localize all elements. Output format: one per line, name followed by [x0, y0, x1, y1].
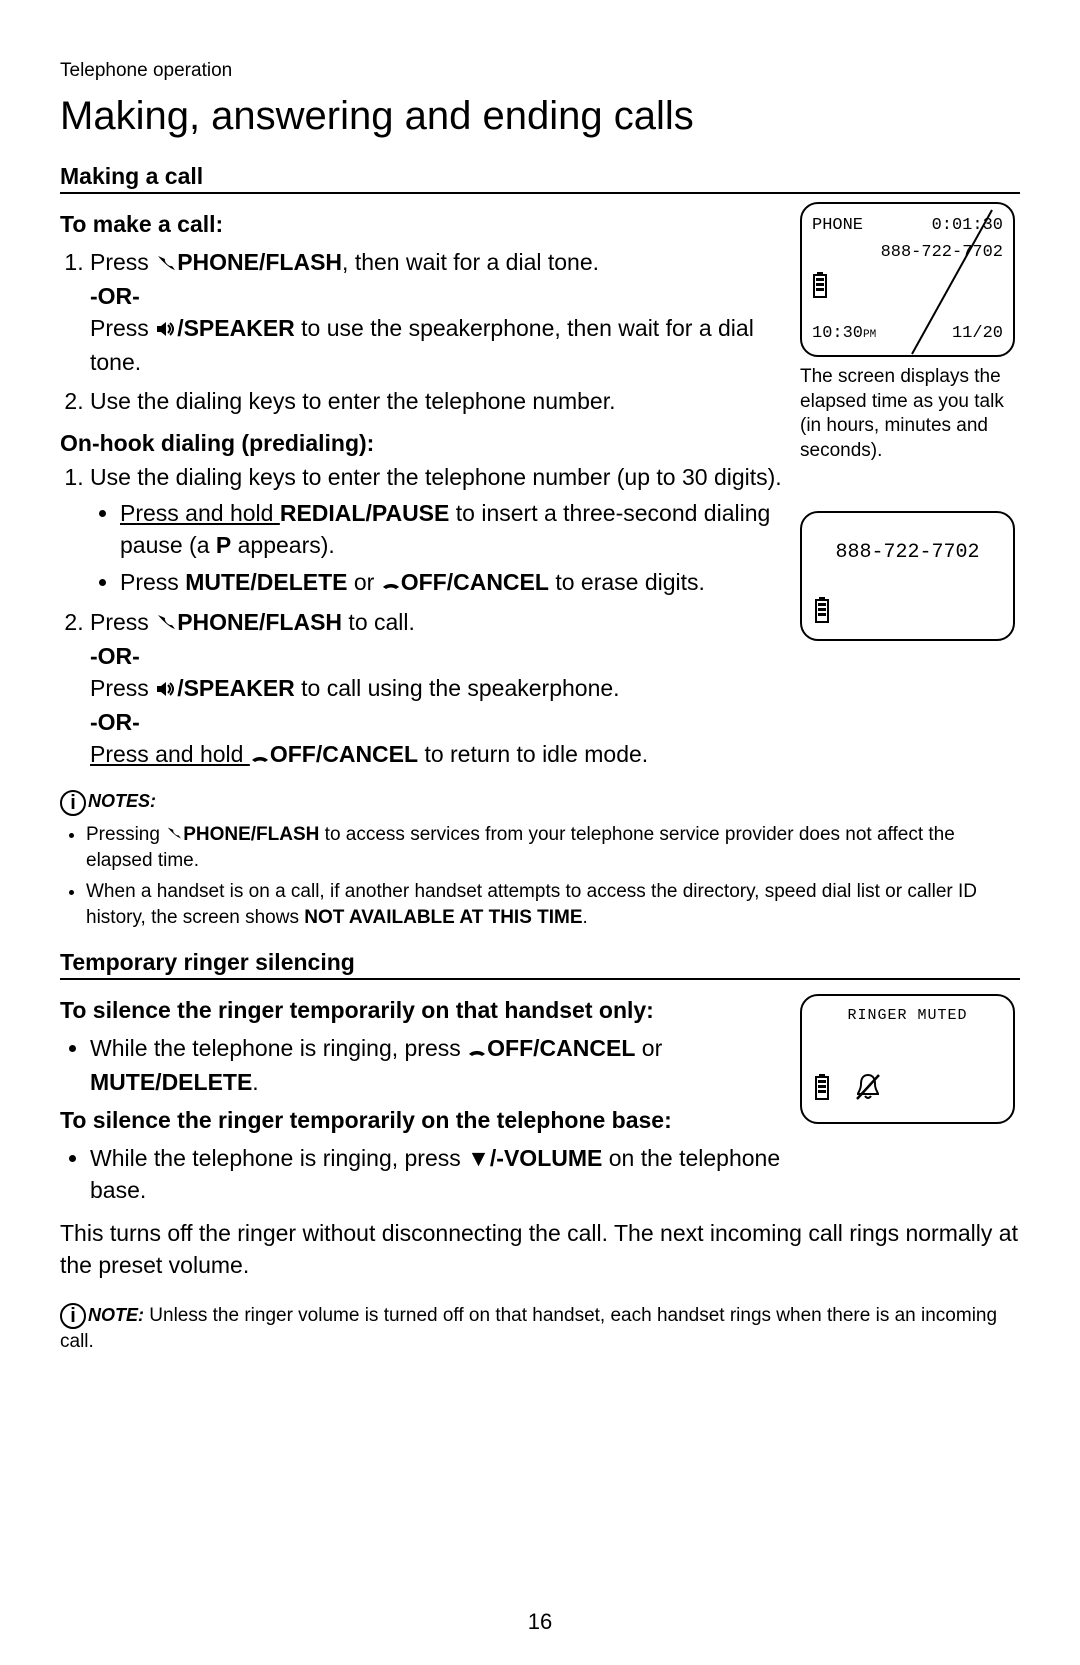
lcd-number: 888-722-7702 — [812, 537, 1003, 569]
lcd-screen-call: PHONE 0:01:30 888-722-7702 10:30PM 11/20 — [800, 202, 1015, 357]
text: Press — [90, 609, 155, 635]
ringer-bullet-1: While the telephone is ringing, press OF… — [90, 1032, 782, 1098]
ringer-paragraph: This turns off the ringer without discon… — [60, 1217, 1020, 1281]
phone-flash-key: PHONE/FLASH — [183, 824, 319, 845]
text: or — [635, 1035, 662, 1061]
text: appears). — [231, 532, 335, 558]
volume-down-key: ▼/-VOLUME — [467, 1145, 602, 1171]
predial-bullet-1: Press and hold REDIAL/PAUSE to insert a … — [120, 497, 782, 561]
section-ringer-silencing: Temporary ringer silencing — [60, 949, 1020, 980]
note-2: When a handset is on a call, if another … — [86, 879, 1020, 930]
lcd-phone-label: PHONE — [812, 212, 863, 239]
lcd-number: 888-722-7702 — [812, 239, 1003, 266]
lcd-screen-predial: 888-722-7702 — [800, 511, 1015, 641]
off-cancel-key: OFF/CANCEL — [487, 1035, 635, 1061]
info-icon: i — [60, 790, 86, 816]
text: Press — [90, 675, 155, 701]
text: to return to idle mode. — [418, 741, 648, 767]
off-cancel-key: OFF/CANCEL — [401, 569, 549, 595]
notes-label: NOTES: — [88, 791, 156, 811]
text: to call using the speakerphone. — [295, 675, 620, 701]
lcd-ringer-muted: RINGER MUTED — [812, 1004, 1003, 1028]
off-icon — [381, 567, 401, 599]
or-label: -OR- — [90, 283, 140, 309]
battery-icon — [812, 272, 828, 298]
phone-icon — [155, 248, 177, 280]
section-making-call: Making a call — [60, 163, 1020, 194]
speaker-icon — [155, 314, 177, 346]
bell-off-icon — [854, 1072, 882, 1102]
text: While the telephone is ringing, press — [90, 1035, 467, 1061]
text: Press and hold — [120, 500, 280, 526]
text: to erase digits. — [549, 569, 705, 595]
off-cancel-key: OFF/CANCEL — [270, 741, 418, 767]
phone-flash-key: PHONE/FLASH — [177, 609, 342, 635]
text: Press and hold — [90, 741, 250, 767]
or-label: -OR- — [90, 709, 140, 735]
page-title: Making, answering and ending calls — [60, 94, 1020, 139]
silence-handset: To silence the ringer temporarily on tha… — [60, 994, 782, 1026]
off-icon — [250, 740, 270, 772]
phone-icon — [165, 822, 183, 848]
note-1: Pressing PHONE/FLASH to access services … — [86, 822, 1020, 873]
off-icon — [467, 1034, 487, 1066]
text: Press — [90, 249, 155, 275]
text: . — [583, 907, 588, 928]
mute-delete-key: MUTE/DELETE — [185, 569, 347, 595]
silence-base: To silence the ringer temporarily on the… — [60, 1104, 782, 1136]
predial-step-2: Press PHONE/FLASH to call. -OR- Press /S… — [90, 606, 782, 772]
text: to call. — [342, 609, 415, 635]
note-body: Unless the ringer volume is turned off o… — [60, 1305, 997, 1352]
battery-icon — [814, 1074, 830, 1100]
lcd-screen-ringer: RINGER MUTED — [800, 994, 1015, 1124]
speaker-icon — [155, 674, 177, 706]
text: . — [252, 1069, 258, 1095]
p-letter: P — [216, 532, 231, 558]
text: or — [347, 569, 380, 595]
page-number: 16 — [0, 1609, 1080, 1635]
or-label: -OR- — [90, 643, 140, 669]
text: Use the dialing keys to enter the teleph… — [90, 464, 782, 490]
on-hook-dialing: On-hook dialing (predialing): — [60, 427, 782, 459]
phone-icon — [155, 607, 177, 639]
speaker-key: /SPEAKER — [177, 315, 295, 341]
to-make-a-call: To make a call: — [60, 208, 782, 240]
lcd-caption: The screen displays the elapsed time as … — [800, 365, 1020, 464]
mute-delete-key: MUTE/DELETE — [90, 1069, 252, 1095]
lcd-time: 10:30PM — [812, 320, 876, 347]
text: Press — [120, 569, 185, 595]
breadcrumb: Telephone operation — [60, 60, 1020, 82]
speaker-key: /SPEAKER — [177, 675, 295, 701]
predial-step-1: Use the dialing keys to enter the teleph… — [90, 461, 782, 600]
text: , then wait for a dial tone. — [342, 249, 599, 275]
phone-flash-key: PHONE/FLASH — [177, 249, 342, 275]
step-1: Press PHONE/FLASH, then wait for a dial … — [90, 246, 782, 378]
redial-pause-key: REDIAL/PAUSE — [280, 500, 450, 526]
not-available-text: NOT AVAILABLE AT THIS TIME — [304, 907, 582, 928]
info-icon: i — [60, 1303, 86, 1329]
text: While the telephone is ringing, press — [90, 1145, 467, 1171]
text: Press — [90, 315, 155, 341]
step-2: Use the dialing keys to enter the teleph… — [90, 385, 782, 417]
note-label: NOTE: — [88, 1305, 144, 1325]
text: Pressing — [86, 824, 165, 845]
lcd-elapsed: 0:01:30 — [932, 212, 1003, 239]
battery-icon — [814, 597, 830, 623]
predial-bullet-2: Press MUTE/DELETE or OFF/CANCEL to erase… — [120, 566, 782, 600]
lcd-date: 11/20 — [952, 320, 1003, 347]
ringer-bullet-2: While the telephone is ringing, press ▼/… — [90, 1142, 782, 1206]
